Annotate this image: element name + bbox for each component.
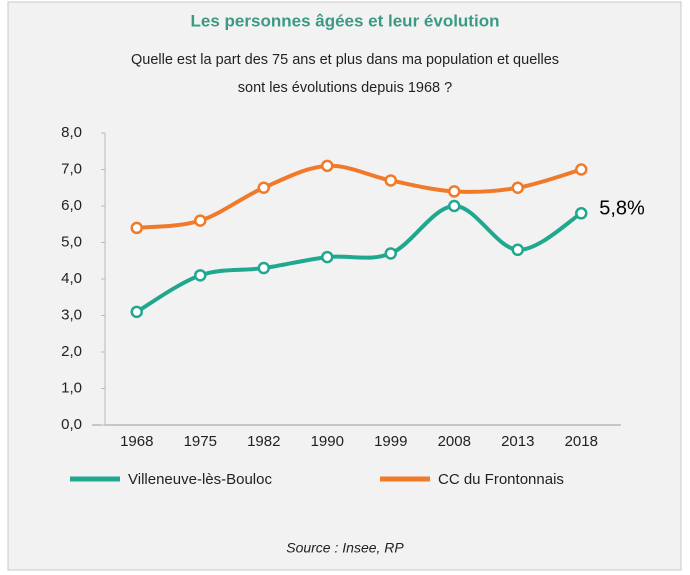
x-tick-label: 2018 (565, 433, 598, 450)
data-point (321, 250, 334, 264)
chart-subtitle: sont les évolutions depuis 1968 ? (238, 80, 452, 96)
data-point (384, 247, 397, 260)
data-point (575, 207, 588, 220)
data-point (511, 181, 524, 194)
y-tick-label: 1,0 (61, 379, 82, 396)
x-tick-label: 1975 (184, 433, 217, 450)
data-point (448, 199, 461, 213)
y-tick-label: 2,0 (61, 343, 82, 360)
legend-label: Villeneuve-lès-Bouloc (128, 471, 272, 488)
data-point (321, 159, 334, 173)
chart-subtitle: Quelle est la part des 75 ans et plus da… (131, 52, 559, 68)
data-point (194, 269, 207, 282)
y-tick-label: 3,0 (61, 306, 82, 323)
data-point (257, 261, 270, 275)
x-tick-label: 1982 (247, 433, 280, 450)
y-tick-label: 5,0 (61, 233, 82, 250)
data-point (257, 181, 270, 194)
panel (7, 1, 682, 571)
y-tick-label: 6,0 (61, 197, 82, 214)
data-point (511, 243, 524, 257)
x-tick-label: 1968 (120, 433, 153, 450)
x-tick-label: 1999 (374, 433, 407, 450)
y-tick-label: 7,0 (61, 160, 82, 177)
x-tick-label: 2013 (501, 433, 534, 450)
chart-title: Les personnes âgées et leur évolution (191, 11, 500, 30)
legend-label: CC du Frontonnais (438, 471, 564, 488)
x-tick-label: 1990 (311, 433, 344, 450)
data-point (130, 305, 143, 319)
source: Source : Insee, RP (286, 540, 404, 556)
data-point (448, 185, 461, 198)
data-label: 5,8% (599, 198, 645, 220)
series-line (135, 203, 583, 314)
data-point (194, 214, 207, 227)
data-point (575, 163, 588, 176)
y-tick-label: 0,0 (61, 416, 82, 433)
x-tick-label: 2008 (438, 433, 471, 450)
data-point (384, 174, 397, 187)
y-tick-label: 8,0 (61, 124, 82, 141)
data-point (130, 221, 143, 235)
y-tick-label: 4,0 (61, 270, 82, 287)
